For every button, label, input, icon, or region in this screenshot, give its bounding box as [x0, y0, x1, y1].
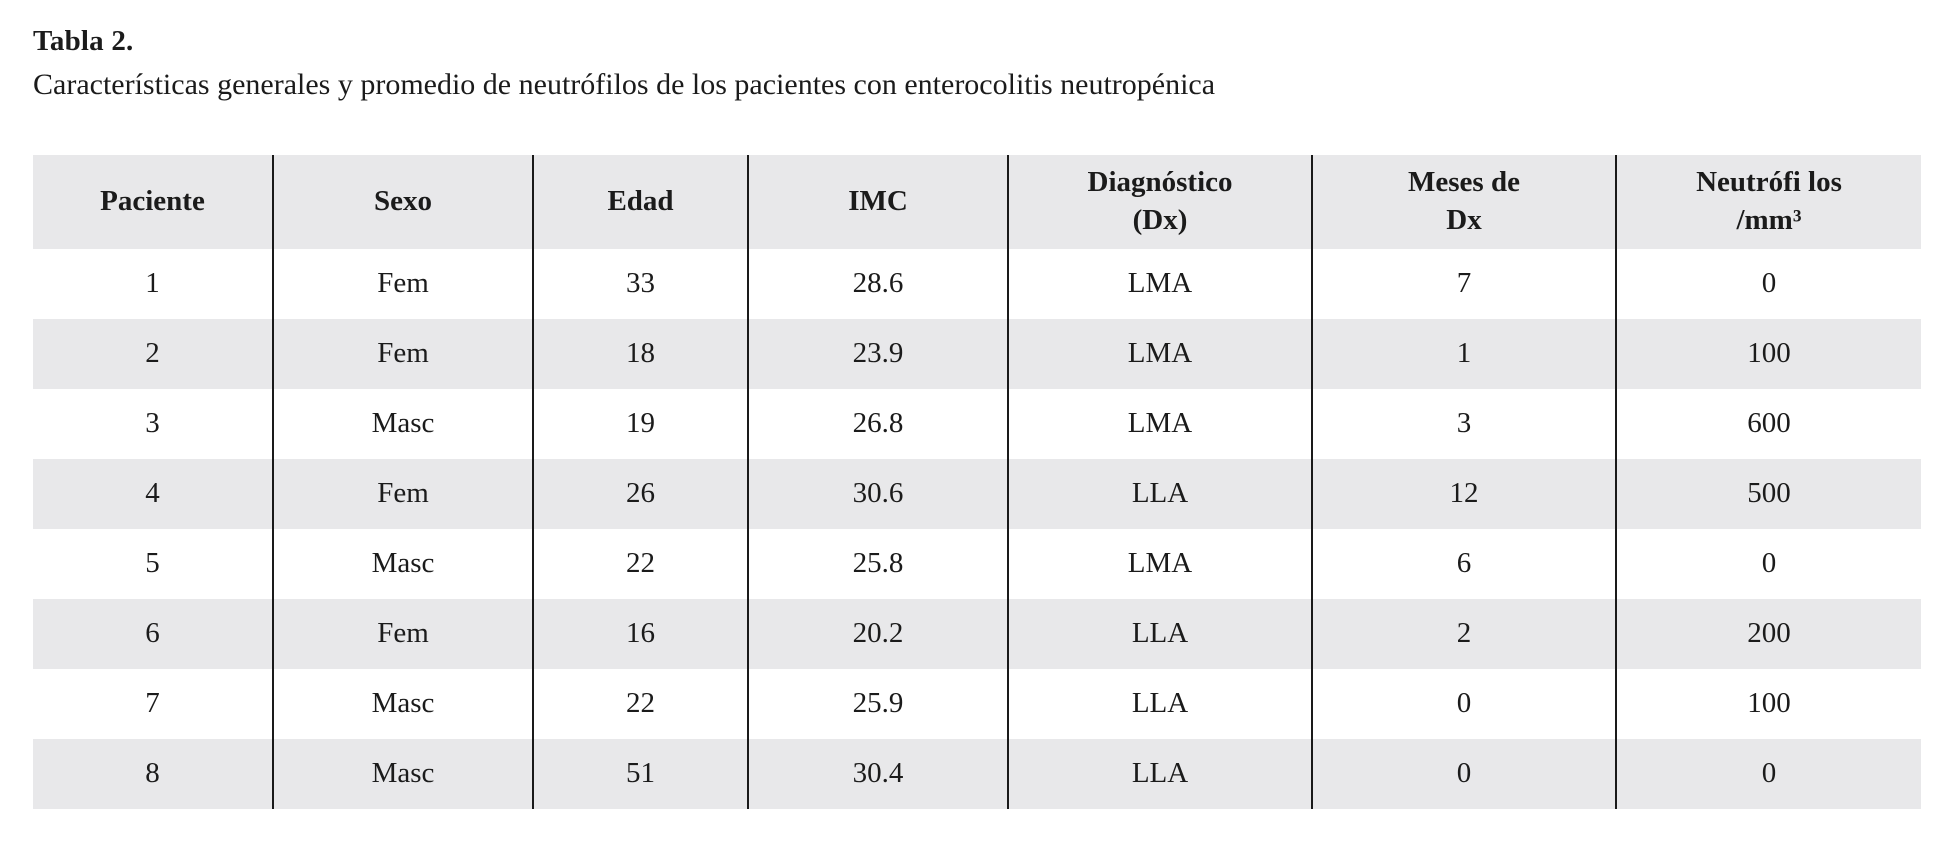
table-row: 3 Masc 19 26.8 LMA 3 600	[33, 388, 1921, 459]
table-cell: LLA	[1007, 738, 1312, 809]
table-cell: 200	[1615, 598, 1921, 669]
table-cell: LMA	[1007, 388, 1312, 459]
table-cell: 19	[532, 388, 748, 459]
table-cell: LMA	[1007, 248, 1312, 319]
column-header-meses-dx: Meses de Dx	[1311, 154, 1616, 249]
page: Tabla 2. Características generales y pro…	[33, 25, 1921, 809]
table-body: 1 Fem 33 28.6 LMA 7 0 2 Fem 18 23.9 LMA 1 100 3 Masc 19 2…	[33, 248, 1921, 809]
table-cell: Masc	[272, 668, 533, 739]
table-row: 6 Fem 16 20.2 LLA 2 200	[33, 598, 1921, 669]
table-cell: Fem	[272, 318, 533, 389]
table-row: 8 Masc 51 30.4 LLA 0 0	[33, 738, 1921, 809]
table-cell: 0	[1615, 738, 1921, 809]
table-cell: 0	[1615, 248, 1921, 319]
table-cell: Fem	[272, 248, 533, 319]
table-cell: LLA	[1007, 598, 1312, 669]
table-cell: 26	[532, 458, 748, 529]
patients-table: Paciente Sexo Edad IMC Diagnóstico (Dx) …	[33, 154, 1921, 809]
table-cell: 26.8	[747, 388, 1008, 459]
table-cell: 500	[1615, 458, 1921, 529]
table-cell: LMA	[1007, 528, 1312, 599]
column-header-edad: Edad	[532, 154, 748, 249]
table-cell: 30.6	[747, 458, 1008, 529]
table-cell: Masc	[272, 388, 533, 459]
table-row: 4 Fem 26 30.6 LLA 12 500	[33, 458, 1921, 529]
table-cell: 5	[145, 547, 160, 580]
table-header-row: Paciente Sexo Edad IMC Diagnóstico (Dx) …	[33, 154, 1921, 249]
table-cell: 4	[145, 477, 160, 510]
table-row: 7 Masc 22 25.9 LLA 0 100	[33, 668, 1921, 739]
table-cell: 1	[1311, 318, 1616, 389]
table-cell: Masc	[272, 528, 533, 599]
table-cell: 7	[145, 687, 160, 720]
column-header-sexo: Sexo	[272, 154, 533, 249]
table-cell: 8	[145, 757, 160, 790]
table-cell: 3	[145, 407, 160, 440]
column-header-paciente: Paciente	[33, 154, 273, 249]
table-cell: LLA	[1007, 668, 1312, 739]
table-cell: 6	[145, 617, 160, 650]
table-cell: 2	[145, 337, 160, 370]
table-cell: LLA	[1007, 458, 1312, 529]
table-cell: LMA	[1007, 318, 1312, 389]
table-cell: 30.4	[747, 738, 1008, 809]
table-cell: 16	[532, 598, 748, 669]
table-cell: 3	[1311, 388, 1616, 459]
column-header-imc: IMC	[747, 154, 1008, 249]
table-row: 2 Fem 18 23.9 LMA 1 100	[33, 318, 1921, 389]
table-cell: 0	[1311, 668, 1616, 739]
table-header: Paciente Sexo Edad IMC Diagnóstico (Dx) …	[33, 154, 1921, 249]
table-cell: 0	[1615, 528, 1921, 599]
table-cell: Fem	[272, 598, 533, 669]
table-cell: 51	[532, 738, 748, 809]
table-cell: Fem	[272, 458, 533, 529]
table-cell: 22	[532, 668, 748, 739]
table-cell: 100	[1615, 318, 1921, 389]
table-row: 1 Fem 33 28.6 LMA 7 0	[33, 248, 1921, 319]
table-cell: 25.8	[747, 528, 1008, 599]
table-cell: 20.2	[747, 598, 1008, 669]
table-cell: 600	[1615, 388, 1921, 459]
table-cell: 2	[1311, 598, 1616, 669]
table-cell: 33	[532, 248, 748, 319]
table-cell: 1	[145, 267, 160, 300]
table-cell: 25.9	[747, 668, 1008, 739]
table-cell: 18	[532, 318, 748, 389]
table-cell: 23.9	[747, 318, 1008, 389]
table-cell: 0	[1311, 738, 1616, 809]
table-cell: 22	[532, 528, 748, 599]
column-header-neutrofilos: Neutrófi los /mm³	[1615, 154, 1921, 249]
table-cell: 6	[1311, 528, 1616, 599]
table-row: 5 Masc 22 25.8 LMA 6 0	[33, 528, 1921, 599]
table-cell: 100	[1615, 668, 1921, 739]
table-title: Tabla 2.	[33, 25, 134, 57]
table-subtitle: Características generales y promedio de …	[33, 67, 1216, 101]
table-cell: Masc	[272, 738, 533, 809]
table-cell: 7	[1311, 248, 1616, 319]
table-cell: 28.6	[747, 248, 1008, 319]
table-cell: 12	[1311, 458, 1616, 529]
column-header-diagnostico: Diagnóstico (Dx)	[1007, 154, 1312, 249]
